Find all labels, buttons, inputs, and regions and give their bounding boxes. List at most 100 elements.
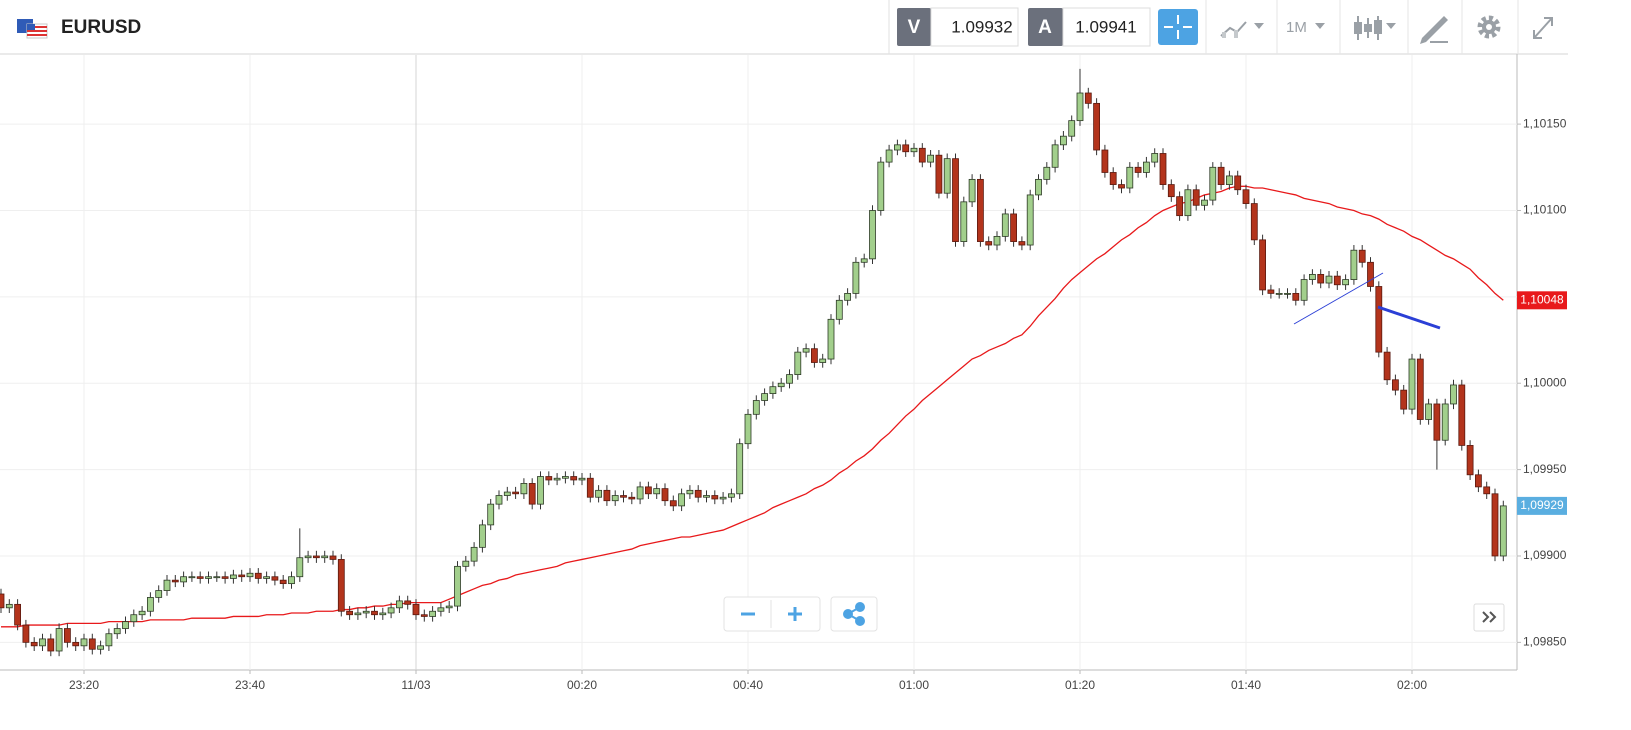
candle-body	[1043, 166, 1051, 180]
scroll-right-icon	[1482, 611, 1497, 623]
candle-body	[1234, 175, 1242, 191]
candle-body	[445, 605, 453, 609]
share-button[interactable]	[830, 596, 878, 632]
candle-body	[811, 348, 818, 363]
trend-lines	[1293, 272, 1441, 330]
ask-box[interactable]	[1062, 7, 1151, 47]
x-tick-label: 01:00	[899, 678, 929, 692]
candle-body	[180, 576, 188, 583]
candle-body	[1300, 279, 1308, 301]
candle-body	[927, 154, 934, 163]
bid-box[interactable]	[930, 7, 1019, 47]
candle-body	[952, 158, 959, 242]
candle-body	[1143, 161, 1150, 173]
candle-body	[503, 491, 511, 496]
bid-label: V	[908, 17, 921, 38]
chart-type-button[interactable]	[1354, 16, 1396, 40]
candle-body	[130, 614, 138, 623]
candle-body	[1383, 351, 1391, 381]
scroll-right-button[interactable]	[1473, 603, 1505, 632]
candle-body	[354, 612, 362, 616]
candle-body	[1051, 144, 1059, 168]
flag-icon	[17, 19, 48, 39]
timeframe[interactable]: 1M	[1286, 19, 1307, 36]
candle-body	[1284, 292, 1291, 295]
candle-body	[728, 493, 735, 498]
candle-body	[968, 178, 976, 203]
fullscreen-button[interactable]	[1533, 17, 1553, 39]
candle-body	[1499, 505, 1507, 557]
candle-body	[329, 555, 337, 560]
x-tick-label: 00:20	[567, 678, 597, 692]
candle-body	[1060, 135, 1067, 146]
toolbar-bg	[0, 0, 1568, 54]
candle-body	[620, 495, 627, 498]
candle-body	[238, 574, 246, 578]
trend-line[interactable]	[1293, 272, 1384, 325]
candle-body	[30, 641, 38, 647]
candle-body	[570, 476, 578, 481]
candle-body	[844, 292, 851, 301]
trend-line[interactable]	[1377, 305, 1441, 330]
zoom-in[interactable]	[788, 607, 802, 621]
candle-body	[1392, 379, 1399, 391]
candle-body	[146, 597, 154, 612]
x-tick-label: 00:40	[733, 678, 763, 692]
candle-body	[636, 486, 644, 500]
candle-body	[1292, 292, 1300, 301]
candle-body	[39, 638, 46, 647]
bid-badge[interactable]	[897, 8, 931, 46]
candle-body	[437, 607, 445, 612]
candle-body	[1250, 203, 1258, 241]
x-tick-label: 02:00	[1397, 678, 1427, 692]
moving-average	[1, 185, 1504, 628]
candle-body	[578, 477, 586, 481]
x-tick-label: 01:20	[1065, 678, 1095, 692]
toolbar: EURUSD V 1.09932 A 1.09941 1M	[0, 0, 1568, 55]
candle-body	[827, 318, 835, 360]
candle-body	[686, 489, 694, 495]
candle-body	[977, 178, 984, 242]
candle-body	[1342, 279, 1349, 286]
candle-body	[1466, 445, 1474, 476]
candle-body	[985, 241, 993, 246]
candle-body	[678, 493, 685, 507]
candle-body	[420, 614, 428, 617]
symbol: EURUSD	[61, 17, 141, 38]
ask-price: 1.09941	[1075, 17, 1136, 36]
candle-body	[1217, 166, 1225, 185]
candle-body	[645, 486, 652, 495]
candle-body	[545, 476, 553, 481]
candle-body	[1416, 358, 1424, 420]
ask-label: A	[1038, 17, 1052, 38]
candle-body	[462, 560, 470, 567]
candle-body	[47, 638, 55, 652]
share-icon	[843, 602, 865, 626]
candle-body	[1367, 261, 1374, 287]
candle-body	[221, 576, 229, 579]
candle-body	[312, 555, 320, 559]
candle-body	[960, 201, 968, 242]
candle-body	[362, 610, 370, 614]
y-tick-label: 1,09850	[1523, 635, 1567, 649]
candle-body	[611, 495, 619, 502]
candle-body	[1491, 493, 1499, 557]
candle-body	[1118, 184, 1125, 189]
candle-body	[885, 149, 893, 163]
candle-body	[777, 382, 785, 388]
settings-button[interactable]	[1477, 15, 1501, 39]
candle-body	[935, 154, 943, 194]
candle-body	[1325, 275, 1333, 284]
y-tick-label: 1,09900	[1523, 548, 1567, 562]
draw-button[interactable]	[1420, 16, 1448, 44]
crosshair-button[interactable]	[1158, 9, 1198, 45]
candle-body	[122, 621, 129, 629]
indicator-button[interactable]	[1220, 21, 1264, 38]
ask-badge[interactable]	[1028, 8, 1063, 46]
candle-body	[263, 576, 271, 579]
candle-body	[1101, 149, 1109, 173]
candle-body	[1176, 196, 1183, 217]
candle-body	[55, 628, 63, 652]
candle-body	[229, 574, 237, 579]
candle-body	[1333, 275, 1341, 286]
